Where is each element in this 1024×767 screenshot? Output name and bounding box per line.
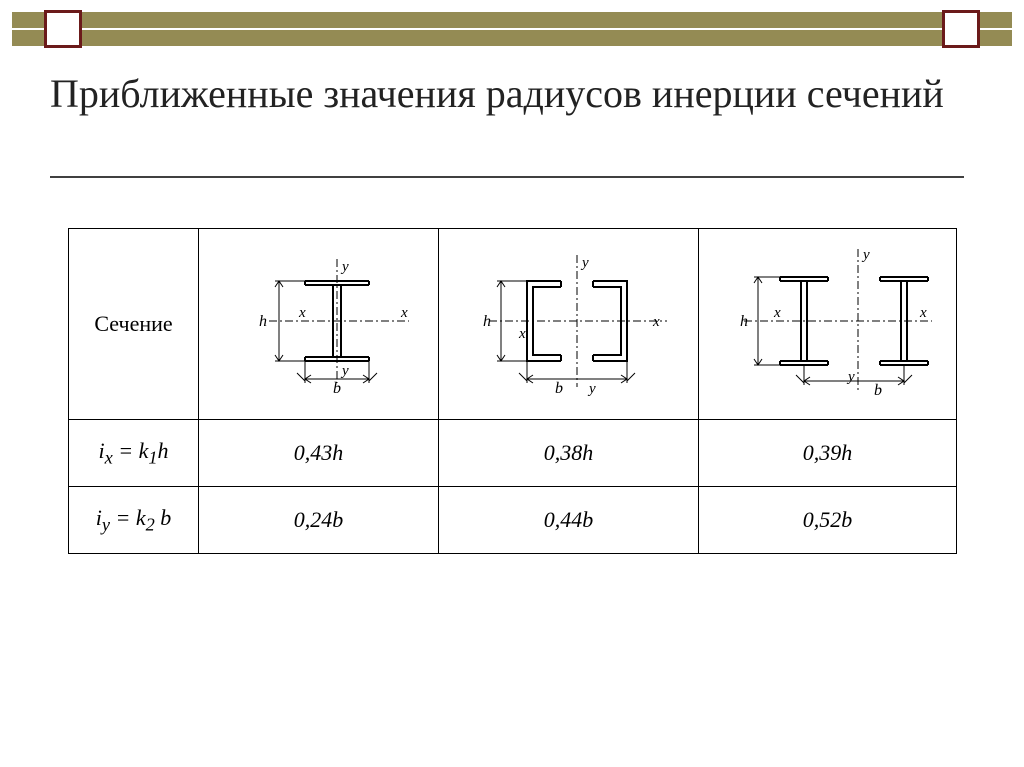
label-b: b: [874, 382, 882, 399]
row-label-section: Сечение: [69, 229, 199, 420]
iy-col3: 0,52b: [699, 487, 957, 554]
page-title: Приближенные значения радиусов инерции с…: [50, 70, 964, 118]
label-x-r: x: [400, 305, 408, 321]
diagram-channels: h b x x: [439, 229, 699, 420]
label-h: h: [259, 313, 267, 330]
iy-col2: 0,44b: [439, 487, 699, 554]
sections-table-wrap: Сечение: [68, 228, 956, 554]
band-box-right: [942, 10, 980, 48]
label-y-t: y: [340, 259, 349, 275]
ix-col3: 0,39h: [699, 420, 957, 487]
ibeam-svg: h b: [209, 241, 429, 401]
band-stripe-lower: [12, 30, 1012, 46]
title-underline: [50, 176, 964, 178]
ix-col2: 0,38h: [439, 420, 699, 487]
label-x-l: x: [773, 305, 781, 321]
label-x-l: x: [298, 305, 306, 321]
label-x-r: x: [919, 305, 927, 321]
iy-col1: 0,24b: [199, 487, 439, 554]
diagram-ibeam: h b: [199, 229, 439, 420]
label-h: h: [740, 313, 748, 330]
label-x-r: x: [652, 314, 660, 330]
sections-table: Сечение: [68, 228, 957, 554]
double-ibeam-svg: h b x x: [708, 241, 948, 401]
band-box-left: [44, 10, 82, 48]
label-h: h: [483, 313, 491, 330]
label-y-b: y: [587, 381, 596, 397]
ix-col1: 0,43h: [199, 420, 439, 487]
decorative-band: [12, 12, 1012, 46]
row-diagrams: Сечение: [69, 229, 957, 420]
label-x-l: x: [518, 326, 526, 342]
band-stripe-upper: [12, 12, 1012, 28]
row-iy: iy = k2 b 0,24b 0,44b 0,52b: [69, 487, 957, 554]
label-y-t: y: [861, 247, 870, 263]
label-y-b: y: [340, 363, 349, 379]
row-label-ix: ix = k1h: [69, 420, 199, 487]
label-b: b: [555, 380, 563, 397]
channels-svg: h b x x: [449, 241, 689, 401]
label-b: b: [333, 380, 341, 397]
label-y-t: y: [580, 255, 589, 271]
row-ix: ix = k1h 0,43h 0,38h 0,39h: [69, 420, 957, 487]
diagram-double-ibeam: h b x x: [699, 229, 957, 420]
row-label-iy: iy = k2 b: [69, 487, 199, 554]
label-y-b: y: [846, 369, 855, 385]
slide: Приближенные значения радиусов инерции с…: [0, 0, 1024, 767]
